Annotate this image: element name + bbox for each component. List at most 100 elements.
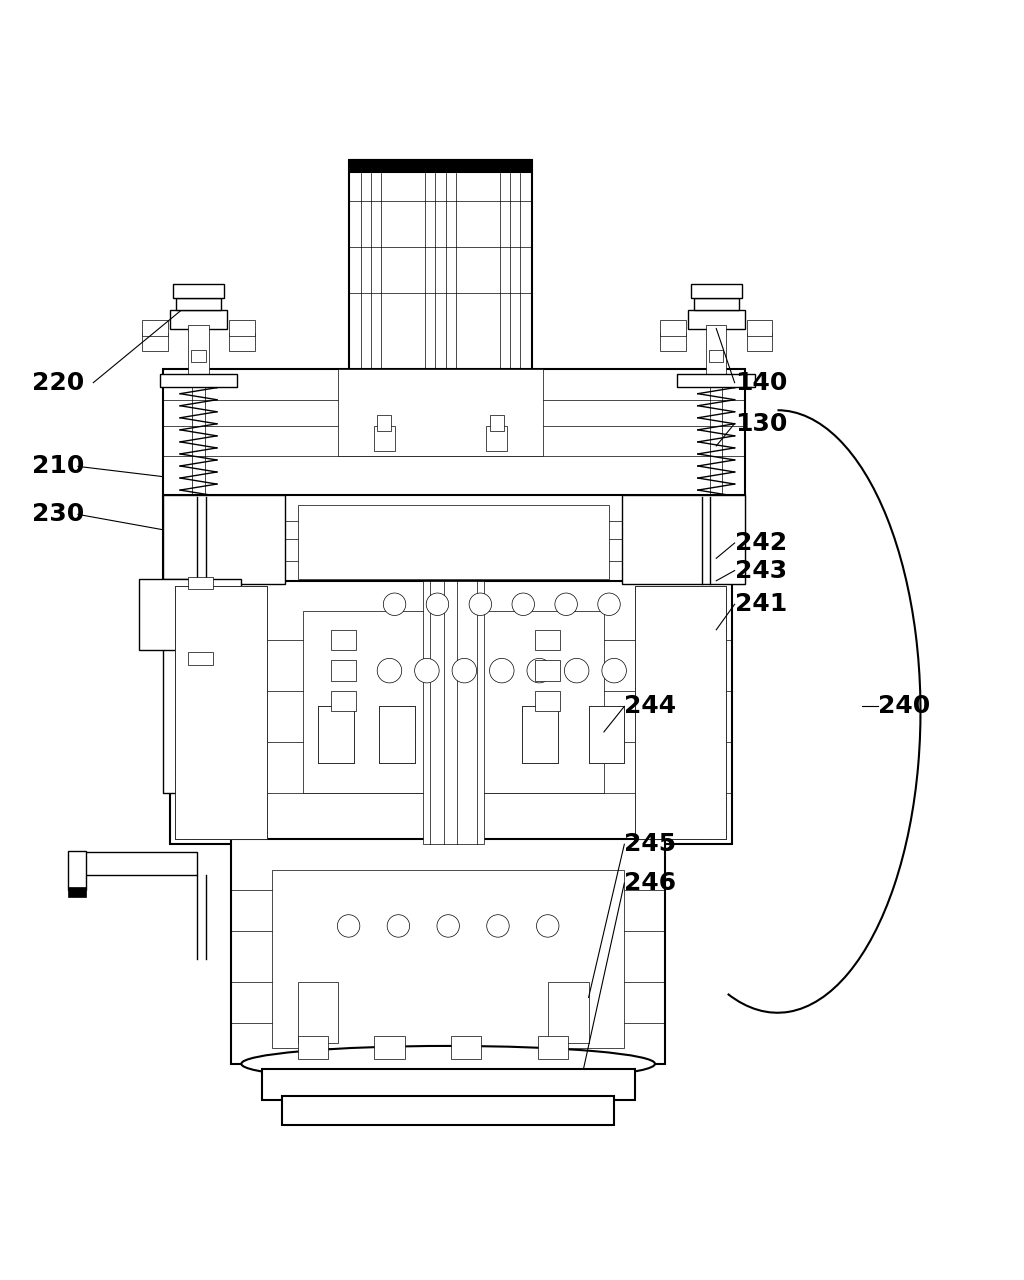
Bar [623, 495, 744, 584]
Bar [635, 586, 726, 840]
Bar [272, 870, 625, 1048]
Circle shape [437, 915, 460, 937]
Bar [163, 370, 744, 497]
Bar [163, 370, 744, 497]
Bar [175, 586, 267, 840]
Text: 220: 220 [32, 371, 84, 394]
Bar [173, 284, 224, 298]
Text: 244: 244 [625, 694, 677, 718]
Bar [170, 581, 731, 845]
Bar [522, 707, 558, 763]
Circle shape [537, 915, 559, 937]
Bar [163, 495, 286, 584]
Circle shape [377, 658, 401, 684]
Circle shape [564, 658, 589, 684]
Text: 130: 130 [734, 411, 787, 435]
Bar [163, 579, 188, 794]
Circle shape [489, 658, 514, 684]
Circle shape [598, 593, 621, 616]
Circle shape [415, 658, 439, 684]
Bar [262, 1069, 635, 1100]
Bar [283, 1097, 614, 1125]
Bar [423, 581, 484, 845]
Bar [318, 707, 353, 763]
Bar [163, 495, 744, 584]
Bar [75, 852, 198, 876]
Bar [188, 325, 209, 379]
Circle shape [383, 593, 406, 616]
Bar [688, 310, 744, 329]
Circle shape [527, 658, 552, 684]
Bar [691, 284, 741, 298]
Bar [660, 320, 686, 335]
Bar [548, 982, 589, 1043]
Bar [374, 1037, 404, 1059]
Bar [170, 310, 227, 329]
Bar [176, 298, 221, 310]
Bar [635, 586, 726, 840]
Bar [746, 333, 772, 351]
Bar [68, 851, 86, 890]
Bar [374, 425, 394, 451]
Circle shape [555, 593, 578, 616]
Bar [536, 660, 560, 681]
Bar [188, 577, 213, 589]
Bar [139, 579, 242, 650]
Bar [589, 707, 625, 763]
Bar [139, 579, 242, 650]
Bar [163, 495, 286, 584]
Bar [142, 320, 168, 335]
Bar [489, 415, 504, 430]
Bar [536, 630, 560, 650]
Text: 243: 243 [734, 558, 786, 582]
Bar [231, 840, 666, 1064]
Bar [298, 982, 338, 1043]
Bar [377, 415, 391, 430]
Bar [589, 707, 625, 763]
Bar [538, 1037, 568, 1059]
Bar [623, 495, 744, 584]
Bar [451, 1037, 481, 1059]
Bar [379, 707, 415, 763]
Bar [175, 586, 267, 840]
Bar [536, 691, 560, 712]
Bar [678, 375, 755, 387]
Bar [298, 506, 609, 579]
Bar [348, 160, 532, 380]
Bar [350, 160, 530, 173]
Bar [191, 349, 206, 362]
Bar [331, 691, 355, 712]
Bar [746, 320, 772, 335]
Bar [298, 1037, 328, 1059]
Text: 140: 140 [734, 371, 787, 394]
Bar [188, 653, 213, 664]
Text: 210: 210 [32, 454, 84, 479]
Circle shape [512, 593, 535, 616]
Text: 230: 230 [32, 502, 84, 526]
Bar [170, 581, 731, 845]
Bar [522, 707, 558, 763]
Bar [331, 630, 355, 650]
Bar [142, 333, 168, 351]
Bar [163, 579, 188, 794]
Bar [694, 298, 738, 310]
Bar [262, 1069, 635, 1100]
Bar [706, 325, 726, 379]
Bar [709, 349, 723, 362]
Text: 245: 245 [625, 832, 677, 856]
Bar [318, 707, 353, 763]
Text: 240: 240 [878, 694, 930, 718]
Circle shape [452, 658, 476, 684]
Circle shape [486, 915, 509, 937]
Text: 242: 242 [734, 531, 786, 556]
Bar [338, 370, 543, 456]
Text: 246: 246 [625, 872, 677, 895]
Bar [229, 333, 255, 351]
Bar [160, 375, 238, 387]
Bar [229, 320, 255, 335]
Bar [231, 840, 666, 1064]
Circle shape [337, 915, 359, 937]
Bar [68, 887, 86, 897]
Bar [160, 375, 238, 387]
Bar [163, 495, 744, 584]
